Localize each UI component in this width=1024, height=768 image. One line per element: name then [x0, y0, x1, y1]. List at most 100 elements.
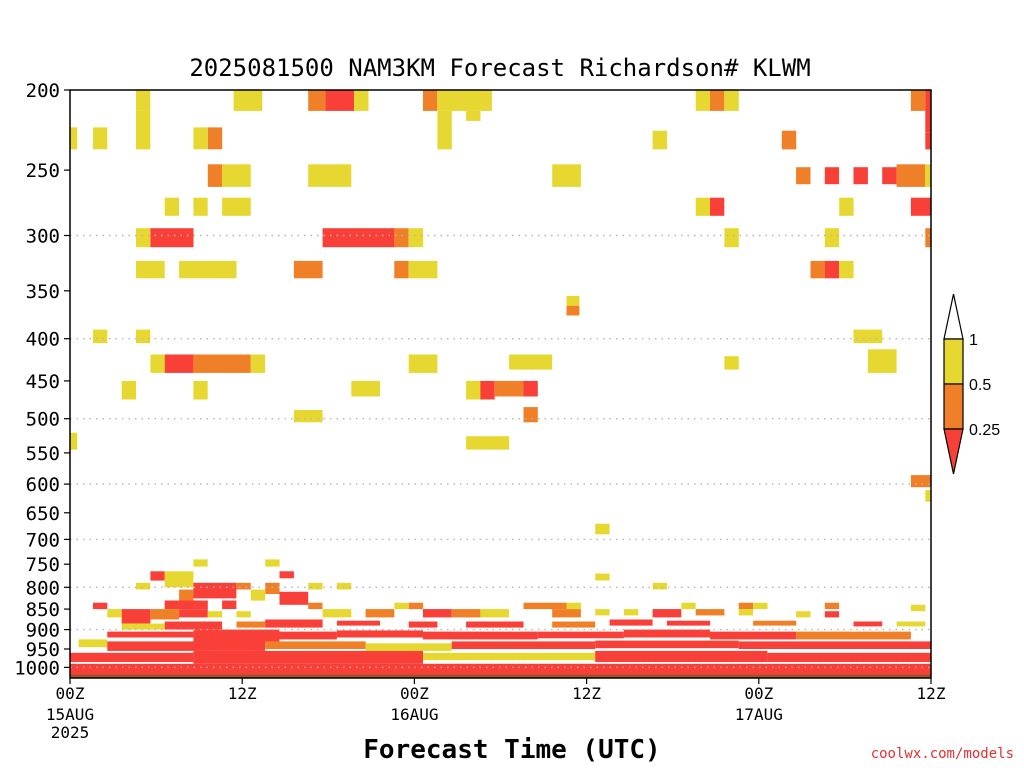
ri-cell [394, 602, 409, 610]
ri-cell [164, 571, 194, 588]
ri-cell [408, 621, 438, 628]
ri-cell [853, 329, 883, 344]
ri-cell [523, 380, 538, 397]
ri-cell [537, 631, 624, 639]
ri-cell [867, 349, 897, 373]
ri-cell [738, 641, 931, 649]
legend-label: 1 [969, 332, 978, 349]
ri-cell [308, 582, 323, 590]
x-tick-sublabel: 2025 [51, 723, 90, 742]
ri-cell [236, 582, 251, 590]
ri-cell [193, 559, 208, 567]
ri-cell [839, 260, 854, 279]
legend-arrow-bottom [943, 428, 964, 475]
ri-cell [910, 475, 931, 488]
legend-arrow-top [943, 293, 964, 340]
ri-cell [480, 380, 495, 400]
ri-cell [78, 639, 108, 648]
legend-swatch [943, 338, 964, 385]
ri-cell [910, 90, 926, 111]
ri-cell [695, 90, 711, 111]
x-tick-label: 12Z [572, 684, 601, 703]
ri-cell [336, 630, 423, 638]
ri-cell [824, 260, 840, 279]
y-tick-label: 200 [26, 80, 60, 102]
ri-cell [494, 380, 524, 397]
y-tick-label: 850 [26, 599, 60, 621]
ri-cell [93, 602, 108, 610]
y-tick-label: 250 [26, 160, 60, 182]
ri-cell [365, 609, 395, 618]
ri-cell [325, 90, 355, 111]
ri-cell [824, 228, 840, 248]
ri-cell [193, 127, 208, 150]
ri-cell [93, 127, 108, 150]
ri-cell [265, 641, 366, 649]
ri-cell [207, 127, 223, 150]
ri-cell [322, 228, 395, 248]
ri-cell [810, 260, 825, 279]
ri-cell [136, 228, 151, 248]
x-tick-label: 00Z [56, 684, 85, 703]
ri-cell [667, 620, 711, 626]
ri-cell [121, 380, 136, 400]
ri-cell [164, 600, 208, 609]
ri-cell [796, 611, 811, 618]
ri-cell [308, 164, 352, 187]
ri-cell [710, 197, 725, 216]
ri-cell [293, 260, 323, 279]
y-tick-label: 650 [26, 503, 60, 525]
ri-cell [193, 354, 251, 373]
ri-cell [466, 436, 510, 450]
x-tick-label: 12Z [228, 684, 257, 703]
ri-cell [853, 167, 868, 185]
ri-cell [107, 641, 266, 651]
ri-cell [566, 295, 580, 306]
ri-cell [824, 602, 840, 610]
ri-cell [451, 609, 481, 618]
ri-cell [710, 90, 725, 111]
ri-cell [322, 609, 352, 618]
y-tick-label: 350 [26, 281, 60, 303]
ri-cell [566, 305, 580, 316]
ri-cell [207, 164, 223, 187]
ri-cell [652, 130, 667, 150]
ri-cell [623, 629, 710, 638]
ri-cell [437, 90, 492, 111]
ri-cell [552, 164, 581, 187]
ri-cell [796, 167, 811, 185]
ri-cell [193, 380, 208, 400]
ri-cell [724, 90, 739, 111]
ri-cell [279, 591, 309, 605]
y-tick-label: 600 [26, 474, 60, 496]
ri-cell [236, 621, 266, 628]
ground-band [70, 674, 931, 678]
ri-cell [724, 228, 739, 248]
legend-label: 0.5 [969, 377, 991, 394]
ri-cell [796, 631, 911, 640]
ri-cell [179, 260, 237, 279]
y-tick-label: 300 [26, 226, 60, 248]
ri-cell [336, 620, 380, 626]
ri-cell [279, 631, 337, 640]
ri-cell [207, 611, 223, 618]
x-tick-label: 12Z [917, 684, 946, 703]
ri-cell [121, 609, 151, 624]
ri-cell [910, 197, 931, 216]
ri-cell [595, 609, 610, 616]
y-tick-label: 750 [26, 554, 60, 576]
ri-cell [351, 380, 380, 397]
x-tick-sublabel: 16AUG [390, 705, 438, 724]
ri-cell [408, 260, 438, 279]
ri-cell [480, 609, 510, 618]
ri-cell [738, 602, 753, 610]
y-tick-label: 450 [26, 371, 60, 393]
ri-cell [423, 652, 596, 661]
ri-cell [925, 164, 931, 187]
ri-cell [308, 602, 323, 610]
ri-cell [408, 228, 424, 248]
ri-cell [164, 621, 223, 630]
legend-label: 0.25 [969, 422, 1000, 439]
ri-cell [552, 609, 581, 618]
chart-title: 2025081500 NAM3KM Forecast Richardson# K… [189, 54, 810, 82]
